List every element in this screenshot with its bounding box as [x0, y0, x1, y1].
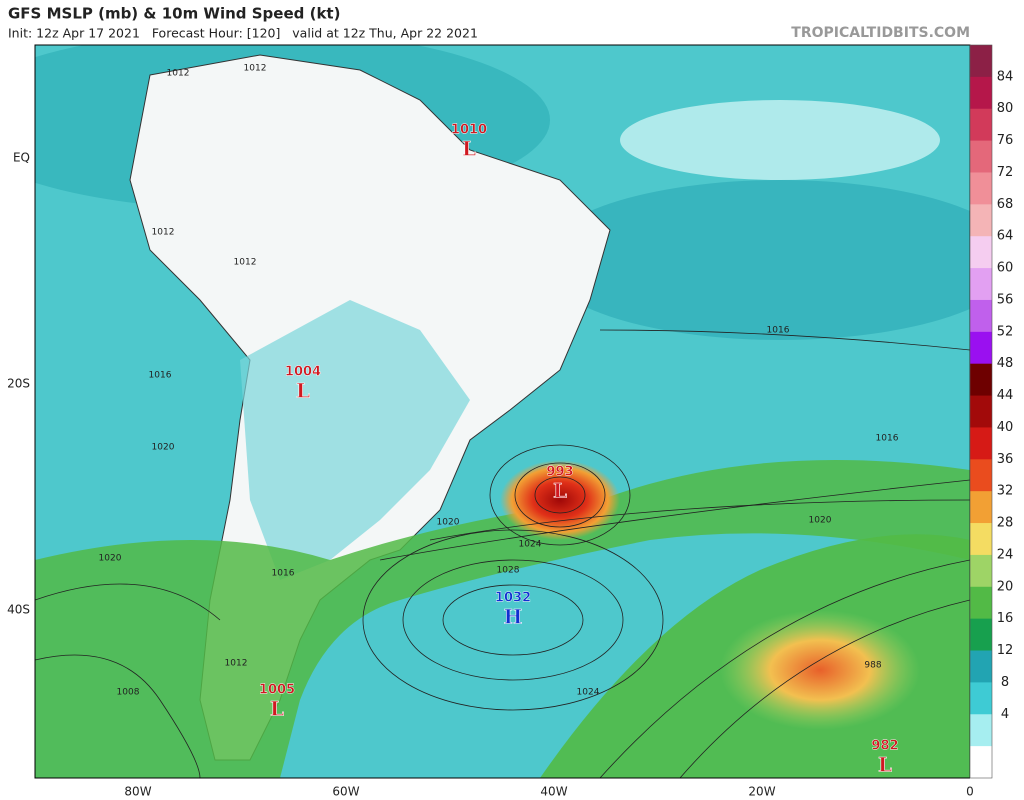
- isobar-label: 1024: [577, 688, 600, 698]
- colorbar-label: 32: [997, 484, 1014, 499]
- colorbar-segment: [970, 523, 992, 556]
- colorbar-label: 44: [997, 388, 1014, 403]
- colorbar-segment: [970, 746, 992, 779]
- isobar-label: 1016: [272, 569, 295, 579]
- colorbar-segment: [970, 76, 992, 110]
- isobar-label: 1016: [149, 371, 172, 381]
- center-pressure: 993: [546, 465, 573, 480]
- colorbar-segment: [970, 714, 992, 747]
- latitude-label: 20S: [7, 377, 30, 391]
- latitude-label: 40S: [7, 603, 30, 617]
- longitude-label: 60W: [332, 785, 359, 799]
- isobar-label: 1024: [519, 540, 542, 550]
- longitude-label: 40W: [540, 785, 567, 799]
- colorbar-label: 8: [1001, 675, 1009, 690]
- colorbar-segment: [970, 45, 992, 78]
- isobar-label: 1020: [809, 516, 832, 526]
- overlay: 80W 60W 40W 20W 0EQ20S40S1010L1004L993L1032H…: [7, 44, 1014, 799]
- colorbar-label: 20: [997, 579, 1014, 594]
- center-symbol: L: [878, 753, 892, 777]
- longitude-label: 0: [966, 785, 974, 799]
- center-symbol: H: [504, 605, 523, 629]
- colorbar-label: 68: [997, 197, 1014, 212]
- isobar-label: 1020: [152, 443, 175, 453]
- colorbar-label: 72: [997, 165, 1014, 180]
- wind-maximum: [720, 610, 920, 730]
- colorbar-label: 52: [997, 324, 1014, 339]
- colorbar-label: 84: [997, 69, 1014, 84]
- colorbar-label: 64: [997, 229, 1014, 244]
- colorbar-segment: [970, 427, 992, 460]
- field: [540, 180, 970, 340]
- field: [240, 300, 470, 580]
- isobars: [35, 329, 970, 778]
- colorbar-label: 28: [997, 516, 1014, 531]
- isobar-label: 988: [864, 661, 881, 671]
- colorbar-segment: [970, 650, 992, 683]
- colorbar-segment: [970, 268, 992, 301]
- brand: TROPICALTIDBITS.COM: [791, 25, 970, 41]
- center-pressure: 1010: [451, 123, 487, 138]
- center-pressure: 1004: [285, 365, 321, 380]
- title: GFS MSLP (mb) & 10m Wind Speed (kt): [8, 5, 340, 23]
- colorbar-label: 12: [997, 643, 1014, 658]
- colorbar-label: 48: [997, 356, 1014, 371]
- colorbar-segment: [970, 236, 992, 269]
- colorbar-segment: [970, 299, 992, 333]
- colorbar-segment: [970, 682, 992, 715]
- center-pressure: 1005: [259, 683, 295, 698]
- colorbar-segment: [970, 586, 992, 620]
- field: [620, 100, 940, 180]
- colorbar-label: 24: [997, 547, 1014, 562]
- colorbar-segment: [970, 204, 992, 237]
- longitude-label: 80W: [124, 785, 151, 799]
- isobar-label: 1020: [437, 518, 460, 528]
- isobar-label: 1016: [767, 326, 790, 336]
- isobar-label: 1012: [244, 64, 267, 74]
- isobar-label: 1008: [117, 688, 140, 698]
- colorbar-segment: [970, 331, 992, 365]
- colorbar-label: 16: [997, 611, 1014, 626]
- colorbar-label: 76: [997, 133, 1014, 148]
- isobar-label: 1012: [225, 659, 248, 669]
- isobar-label: 1016: [876, 434, 899, 444]
- wind-band: [35, 460, 970, 778]
- colorbar-label: 40: [997, 420, 1014, 435]
- colorbar-label: 56: [997, 292, 1014, 307]
- isobar-label: 1020: [99, 554, 122, 564]
- colorbar-label: 60: [997, 261, 1014, 276]
- colorbar-label: 4: [1001, 707, 1009, 722]
- center-symbol: L: [462, 137, 476, 161]
- colorbar-label: 36: [997, 452, 1014, 467]
- colorbar-frame: [969, 44, 993, 779]
- colorbar-segment: [970, 172, 992, 205]
- colorbar-segment: [970, 618, 992, 652]
- colorbar-segment: [970, 491, 992, 524]
- isobar-label: 1012: [152, 228, 175, 238]
- isobar-label: 1028: [497, 566, 520, 576]
- latitude-label: EQ: [13, 151, 30, 165]
- center-pressure: 1032: [495, 591, 531, 606]
- center-symbol: L: [553, 479, 567, 503]
- map: [35, 45, 970, 778]
- colorbar-label: 80: [997, 101, 1014, 116]
- isobar-label: 1012: [167, 69, 190, 79]
- colorbar-segment: [970, 108, 992, 142]
- colorbar-segment: [970, 395, 992, 428]
- colorbar-segment: [970, 554, 992, 588]
- center-symbol: L: [296, 379, 310, 403]
- longitude-label: 20W: [748, 785, 775, 799]
- colorbar-segment: [970, 140, 992, 173]
- colorbar-segment: [970, 363, 992, 397]
- wind-maximum: [500, 460, 620, 540]
- colorbar-segment: [970, 459, 992, 492]
- subtitle: Init: 12z Apr 17 2021 Forecast Hour: [12…: [8, 26, 478, 41]
- center-symbol: L: [270, 697, 284, 721]
- center-pressure: 982: [871, 739, 898, 754]
- isobar-label: 1012: [234, 258, 257, 268]
